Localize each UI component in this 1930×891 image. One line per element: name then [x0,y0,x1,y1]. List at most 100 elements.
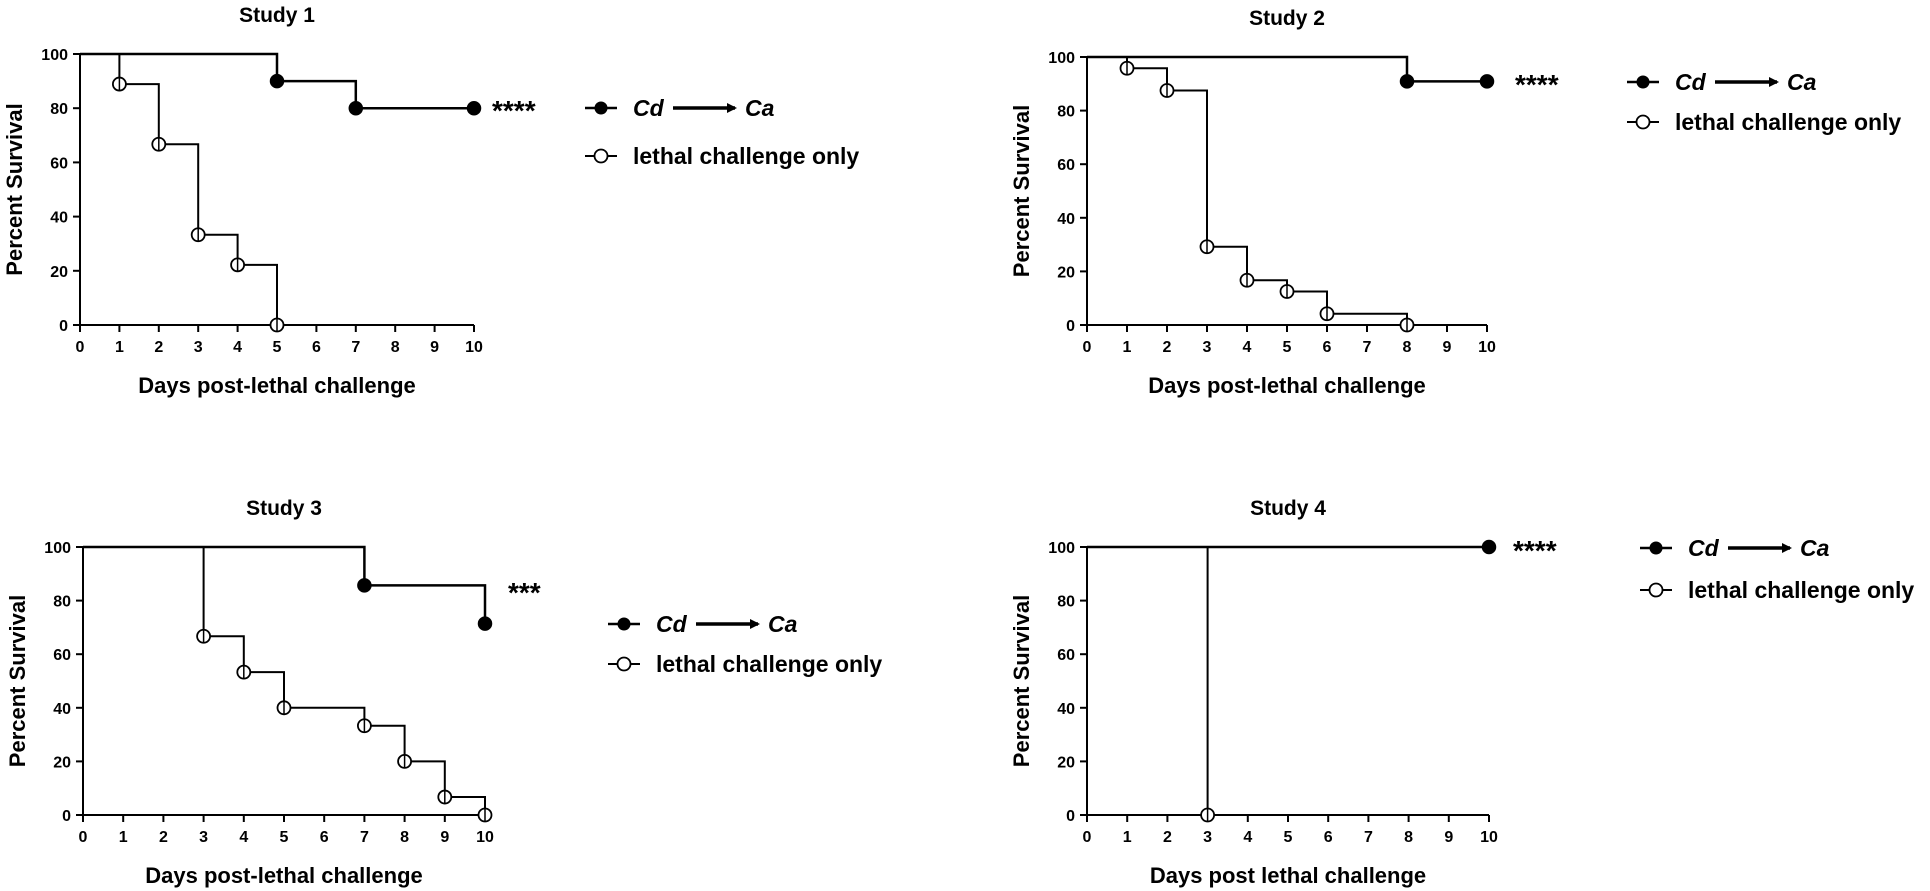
x-tick-label: 6 [312,339,321,356]
legend-marker-filled-circle [594,101,608,115]
chart-title: Study 3 [246,497,322,520]
y-tick-label: 80 [50,101,68,118]
series-line-cd-to-ca [83,545,487,624]
x-tick-label: 1 [115,339,124,356]
x-tick-label: 3 [199,829,208,846]
x-tick-label: 0 [1083,829,1092,846]
series-line-cd-to-ca [80,52,474,110]
x-axis-label: Days post lethal challenge [1150,863,1426,888]
series-line-lethal-challenge-only [1087,56,1408,325]
legend-label-ca: Ca [1787,69,1817,95]
x-axis-label: Days post-lethal challenge [1148,373,1426,398]
legend-marker-filled-circle [617,617,631,631]
data-point-cd-to-ca [348,100,364,116]
x-tick-label: 3 [1203,829,1212,846]
legend-marker-filled-circle [1636,75,1650,89]
data-point-cd-to-ca [477,616,493,631]
legend-label-lethal-challenge-only: lethal challenge only [633,143,859,169]
series-line-cd-to-ca [1087,55,1487,83]
y-tick-label: 60 [53,647,71,664]
legend: Cd Ca lethal challenge only [1627,69,1901,135]
x-axis-label: Days post-lethal challenge [138,373,416,398]
legend-marker-filled-circle [1649,541,1663,555]
data-point-cd-to-ca [1399,74,1415,89]
x-tick-label: 10 [465,339,483,356]
y-tick-label: 80 [1057,594,1075,611]
series-line-lethal-challenge-only [83,546,486,815]
x-tick-label: 10 [1480,829,1498,846]
legend-label-lethal-challenge-only: lethal challenge only [1688,577,1914,603]
y-tick-label: 60 [50,155,68,172]
y-tick-label: 40 [1057,211,1075,228]
data-point-cd-to-ca [1481,539,1497,555]
x-tick-label: 2 [1163,829,1172,846]
x-tick-label: 3 [194,339,203,356]
y-tick-label: 0 [62,808,71,825]
y-tick-label: 100 [44,540,71,557]
y-tick-label: 100 [1048,50,1075,67]
x-tick-label: 9 [430,339,439,356]
legend-marker-open-circle [1635,114,1651,130]
x-tick-label: 4 [1243,829,1252,846]
x-tick-label: 4 [1243,339,1252,356]
x-tick-label: 4 [233,339,242,356]
legend-label-ca: Ca [768,611,798,637]
x-tick-label: 1 [1123,339,1132,356]
x-tick-label: 6 [1324,829,1333,846]
data-point-cd-to-ca [466,100,482,116]
significance-label: **** [492,95,536,126]
x-tick-label: 9 [1443,339,1452,356]
x-tick-label: 7 [1364,829,1373,846]
series-line-lethal-challenge-only [1087,546,1209,815]
x-tick-label: 8 [400,829,409,846]
x-tick-label: 2 [159,829,168,846]
x-tick-label: 9 [1444,829,1453,846]
legend-marker-open-circle [1648,582,1664,598]
x-tick-label: 6 [320,829,329,846]
x-tick-label: 1 [1123,829,1132,846]
x-tick-label: 9 [440,829,449,846]
legend: Cd Ca lethal challenge only [1640,535,1914,603]
y-tick-label: 100 [1048,540,1075,557]
data-point-cd-to-ca [357,578,372,593]
significance-label: **** [1515,69,1559,100]
y-axis-label: Percent Survival [5,595,30,767]
x-tick-label: 6 [1323,339,1332,356]
chart-title: Study 2 [1249,7,1325,30]
legend-label-ca: Ca [745,95,775,121]
y-tick-label: 60 [1057,157,1075,174]
chart-title: Study 4 [1250,497,1326,520]
legend-label-ca: Ca [1800,535,1830,561]
x-axis-label: Days post-lethal challenge [145,863,423,888]
x-tick-label: 8 [391,339,400,356]
x-tick-label: 0 [1083,339,1092,356]
y-tick-label: 40 [1057,701,1075,718]
y-tick-label: 80 [1057,104,1075,121]
x-tick-label: 10 [476,829,494,846]
x-tick-label: 5 [273,339,282,356]
x-tick-label: 8 [1404,829,1413,846]
data-point-cd-to-ca [269,73,285,89]
y-tick-label: 0 [59,318,68,335]
legend-label-lethal-challenge-only: lethal challenge only [656,651,882,677]
significance-label: **** [1513,535,1557,566]
x-tick-label: 3 [1203,339,1212,356]
chart-title: Study 1 [239,4,315,27]
legend-label-cd: Cd [656,611,688,637]
legend: Cd Ca lethal challenge only [585,95,859,169]
series-line-lethal-challenge-only [80,53,278,325]
x-tick-label: 10 [1478,339,1496,356]
significance-label: *** [508,577,541,608]
y-tick-label: 100 [41,47,68,64]
legend-label-cd: Cd [1675,69,1707,95]
y-tick-label: 20 [1057,754,1075,771]
x-tick-label: 5 [1283,339,1292,356]
x-tick-label: 5 [280,829,289,846]
x-tick-label: 4 [239,829,248,846]
y-tick-label: 0 [1066,318,1075,335]
x-tick-label: 2 [154,339,163,356]
